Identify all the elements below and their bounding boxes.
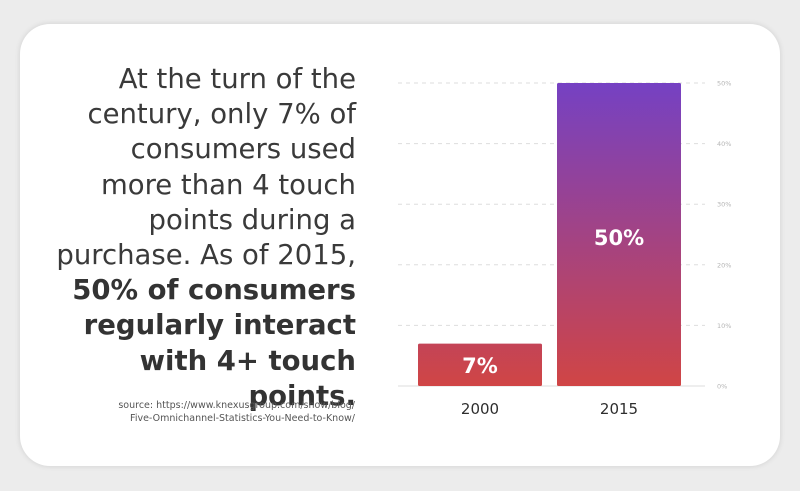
y-tick-label-20: 20% bbox=[717, 261, 731, 269]
y-tick-label-30: 30% bbox=[717, 201, 731, 209]
headline-bold-text: 50% of consumers regularly interact with… bbox=[72, 274, 356, 412]
y-tick-label-40: 40% bbox=[717, 140, 731, 148]
x-tick-label-2000: 2000 bbox=[461, 400, 499, 418]
headline: At the turn of the century, only 7% of c… bbox=[56, 62, 356, 414]
headline-regular-text: At the turn of the century, only 7% of c… bbox=[56, 63, 356, 272]
data-label-2015: 50% bbox=[594, 226, 644, 250]
bar-2000 bbox=[418, 343, 542, 386]
source-line-2: Five-Omnichannel-Statistics-You-Need-to-… bbox=[130, 413, 355, 424]
y-tick-label-10: 10% bbox=[717, 322, 731, 330]
x-tick-label-2015: 2015 bbox=[600, 400, 638, 418]
source-line-1: source: https://www.knexusgroup.com/show… bbox=[118, 400, 355, 411]
data-label-2000: 7% bbox=[462, 354, 498, 378]
bar-2015 bbox=[557, 83, 681, 386]
source-citation: source: https://www.knexusgroup.com/show… bbox=[55, 399, 355, 425]
y-tick-label-50: 50% bbox=[717, 80, 731, 88]
y-tick-label-0: 0% bbox=[717, 383, 727, 391]
